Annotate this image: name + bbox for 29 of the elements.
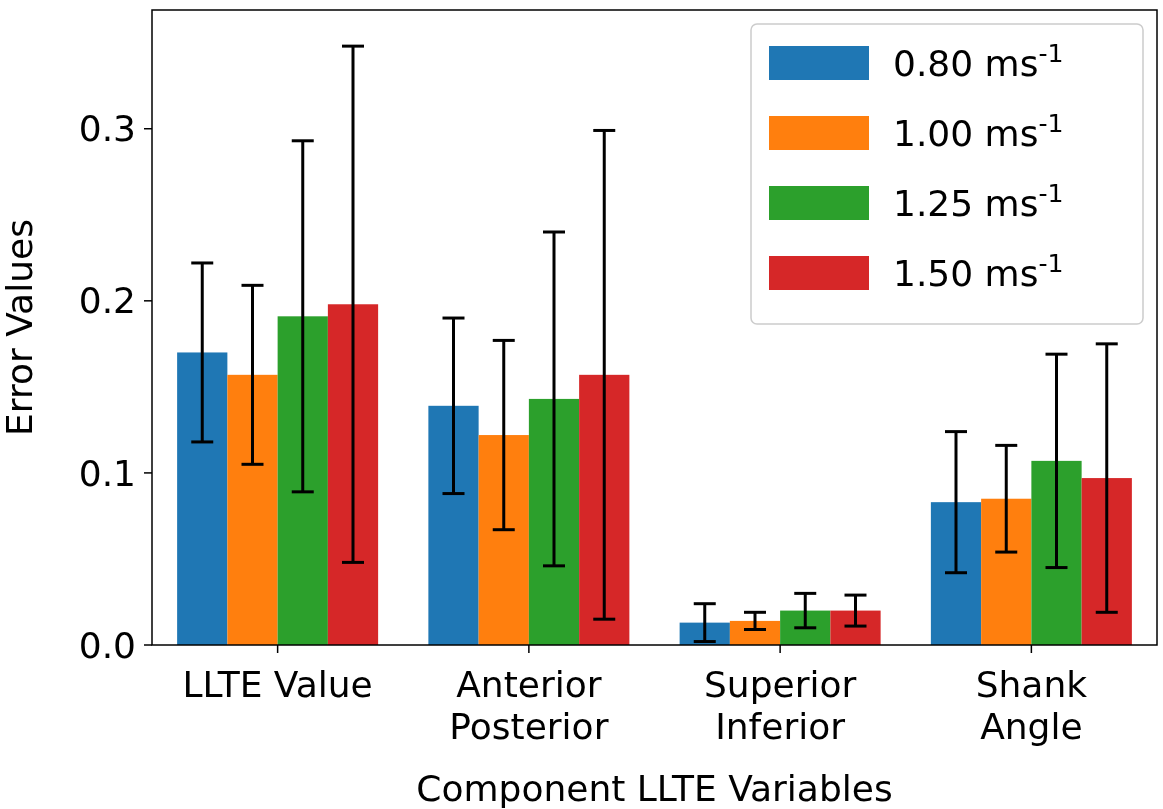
bar <box>830 610 881 645</box>
bar <box>528 398 580 645</box>
bar <box>277 316 328 645</box>
x-tick-label: Anterior Posterior <box>449 664 609 747</box>
bar <box>428 405 479 645</box>
x-tick-label: LLTE Value <box>182 664 373 705</box>
y-tick-label: 0.1 <box>78 452 136 494</box>
legend-label: 1.25 ms$^{-1}$ <box>893 178 1064 224</box>
legend-label: 1.00 ms$^{-1}$ <box>893 108 1064 154</box>
bar <box>327 304 379 645</box>
y-tick-label: 0.3 <box>78 108 136 150</box>
bar <box>1031 460 1082 645</box>
legend-label: 0.80 ms$^{-1}$ <box>893 38 1064 84</box>
bar <box>729 620 781 645</box>
bar <box>981 498 1032 645</box>
bar <box>780 610 831 645</box>
bar <box>478 435 529 645</box>
x-tick-label: Shank Angle <box>975 664 1088 747</box>
bar <box>1081 478 1132 645</box>
y-tick-label: 0.0 <box>78 624 136 666</box>
bar <box>579 374 630 645</box>
x-axis-title: Component LLTE Variables <box>416 768 893 809</box>
legend-label: 1.50 ms$^{-1}$ <box>893 248 1064 294</box>
bar <box>177 352 228 645</box>
bar <box>227 374 278 645</box>
y-axis-title: Error Values <box>0 219 40 436</box>
y-tick-label: 0.2 <box>78 280 136 322</box>
bar <box>930 502 982 645</box>
x-tick-label: Superior Inferior <box>703 664 857 747</box>
